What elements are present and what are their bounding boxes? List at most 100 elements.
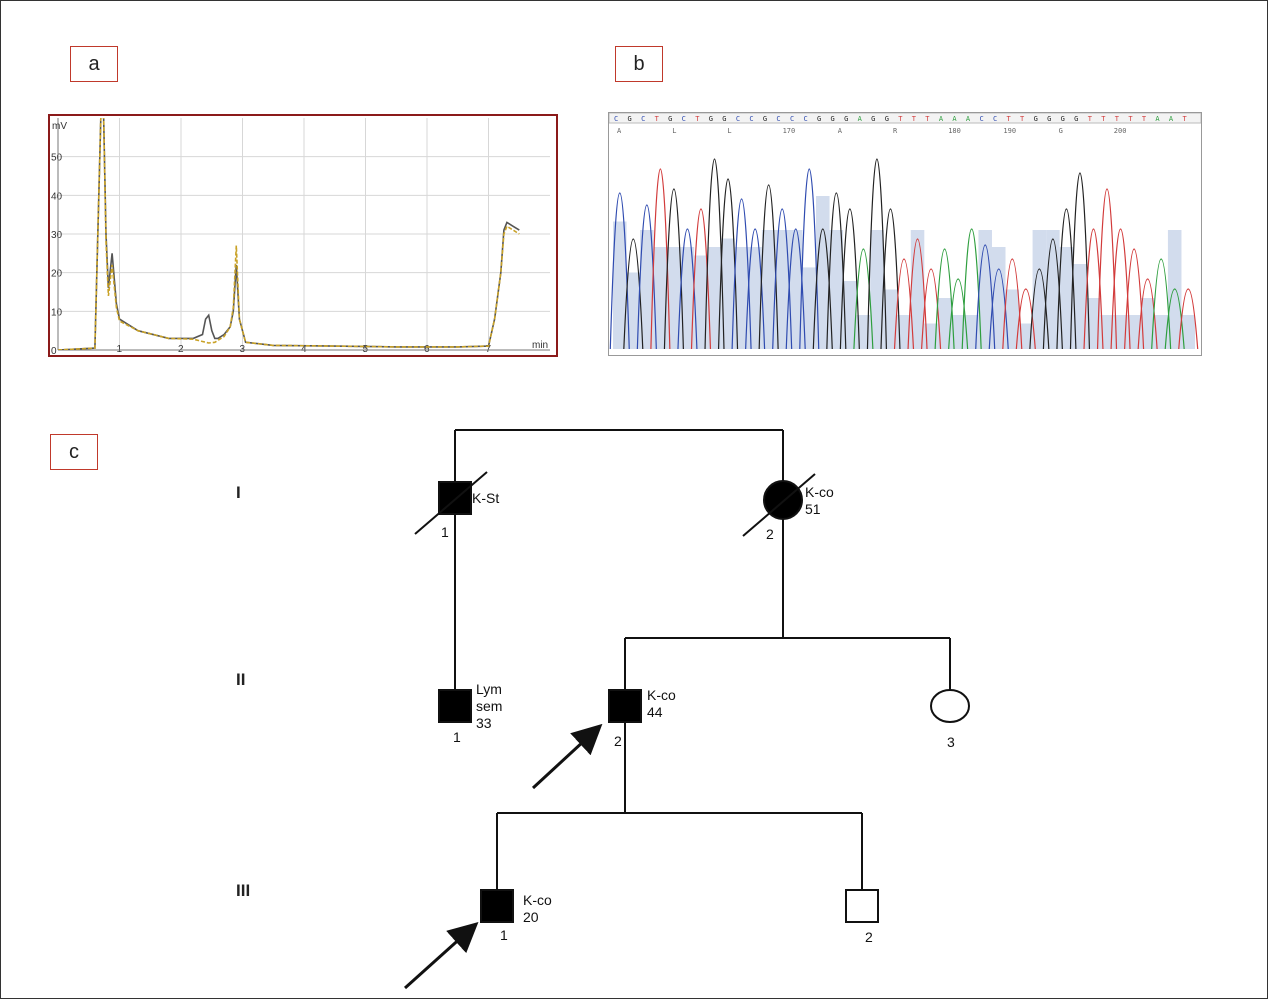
quality-bar bbox=[937, 298, 952, 349]
base-call: T bbox=[1115, 115, 1120, 123]
trace-peak bbox=[839, 208, 860, 350]
base-call: A bbox=[952, 115, 957, 123]
individual-label: sem bbox=[476, 698, 502, 714]
deceased-slash bbox=[742, 473, 816, 537]
base-call: A bbox=[1155, 115, 1160, 123]
base-call: C bbox=[979, 115, 983, 123]
base-call: G bbox=[668, 115, 672, 123]
sequence-annotation: A bbox=[838, 127, 843, 135]
y-tick-label: 40 bbox=[51, 191, 63, 202]
proband-arrow bbox=[531, 723, 603, 790]
trace-peak bbox=[1096, 188, 1118, 350]
base-call: C bbox=[790, 115, 794, 123]
quality-bar bbox=[653, 247, 668, 349]
base-call: G bbox=[885, 115, 889, 123]
base-call: G bbox=[722, 115, 726, 123]
male-symbol-II-1 bbox=[438, 689, 472, 723]
quality-bar bbox=[1005, 289, 1020, 349]
y-tick-label: 20 bbox=[51, 269, 63, 280]
quality-bar bbox=[694, 255, 708, 349]
individual-number: 2 bbox=[614, 733, 622, 749]
trace-peak bbox=[745, 228, 766, 350]
series-line-2 bbox=[58, 118, 520, 350]
female-symbol-II-3 bbox=[930, 689, 970, 723]
base-call: C bbox=[776, 115, 780, 123]
quality-bar bbox=[829, 230, 844, 349]
base-call: T bbox=[1142, 115, 1147, 123]
base-call: T bbox=[695, 115, 700, 123]
quality-bar bbox=[613, 221, 627, 349]
quality-bar bbox=[856, 315, 871, 349]
base-call-strip bbox=[609, 113, 1201, 124]
trace-peak bbox=[609, 192, 630, 350]
quality-bar bbox=[802, 267, 817, 349]
individual-label: K-co bbox=[647, 687, 676, 703]
base-call: T bbox=[1101, 115, 1106, 123]
base-call: C bbox=[736, 115, 740, 123]
pedigree-diagram: I II III K-St 1 K-co 51 2 Lym sem 33 1 K-co 44 2 3 K-co 2… bbox=[0, 400, 1268, 999]
generation-label: II bbox=[236, 670, 245, 689]
base-call: G bbox=[1074, 115, 1078, 123]
quality-bar bbox=[870, 230, 884, 349]
male-symbol-I-1 bbox=[438, 481, 472, 515]
quality-bar bbox=[1073, 264, 1087, 349]
quality-bar bbox=[897, 315, 911, 349]
quality-bar bbox=[1046, 230, 1060, 349]
base-call: G bbox=[817, 115, 821, 123]
chromatogram-chart: 123456701020304050mVmin bbox=[48, 114, 558, 357]
trace-peak bbox=[1069, 172, 1091, 350]
trace-peak bbox=[690, 208, 712, 350]
trace-peak bbox=[677, 228, 698, 350]
y-tick-label: 0 bbox=[51, 346, 57, 355]
base-call: T bbox=[1088, 115, 1093, 123]
base-call: T bbox=[1182, 115, 1187, 123]
quality-bar bbox=[626, 272, 641, 349]
chromatogram-svg: 123456701020304050mVmin bbox=[51, 118, 550, 355]
trace-peak bbox=[1164, 288, 1185, 350]
y-tick-label: 50 bbox=[51, 153, 63, 164]
panel-label-a: a bbox=[70, 46, 118, 82]
base-call: G bbox=[1061, 115, 1065, 123]
quality-bar bbox=[761, 230, 776, 349]
trace-peak bbox=[663, 188, 684, 350]
quality-bar bbox=[816, 196, 830, 349]
individual-number: 1 bbox=[441, 524, 449, 540]
male-symbol-II-2 bbox=[608, 689, 642, 723]
base-call: T bbox=[925, 115, 930, 123]
individual-label: 20 bbox=[523, 909, 539, 925]
trace-peak bbox=[785, 228, 806, 350]
quality-bar bbox=[667, 247, 681, 349]
base-call: C bbox=[614, 115, 618, 123]
trace-peak bbox=[1083, 228, 1104, 350]
quality-bar bbox=[734, 247, 749, 349]
trace-peak bbox=[1042, 238, 1063, 350]
quality-bar bbox=[1086, 298, 1101, 349]
base-call: T bbox=[898, 115, 903, 123]
quality-bar bbox=[707, 247, 722, 349]
quality-bar bbox=[775, 230, 789, 349]
trace-peak bbox=[1056, 208, 1077, 350]
sequence-annotation: 190 bbox=[1003, 127, 1016, 135]
trace-peak bbox=[880, 208, 901, 350]
trace-peak bbox=[1029, 268, 1050, 350]
quality-bar bbox=[748, 247, 762, 349]
base-call: G bbox=[844, 115, 848, 123]
quality-bar bbox=[883, 289, 898, 349]
base-call: A bbox=[939, 115, 944, 123]
individual-number: 1 bbox=[500, 927, 508, 943]
trace-peak bbox=[1178, 288, 1199, 350]
quality-bar bbox=[788, 230, 803, 349]
trace-peak bbox=[1124, 248, 1145, 350]
quality-bar bbox=[910, 230, 925, 349]
quality-bar bbox=[1113, 315, 1128, 349]
trace-peak bbox=[812, 228, 833, 350]
individual-label: 44 bbox=[647, 704, 663, 720]
trace-peak bbox=[799, 168, 820, 350]
trace-peak bbox=[866, 158, 888, 350]
base-call: C bbox=[682, 115, 686, 123]
sequence-annotation: 170 bbox=[783, 127, 796, 135]
trace-peak bbox=[948, 278, 969, 350]
base-call: A bbox=[858, 115, 863, 123]
quality-bar bbox=[1140, 298, 1155, 349]
